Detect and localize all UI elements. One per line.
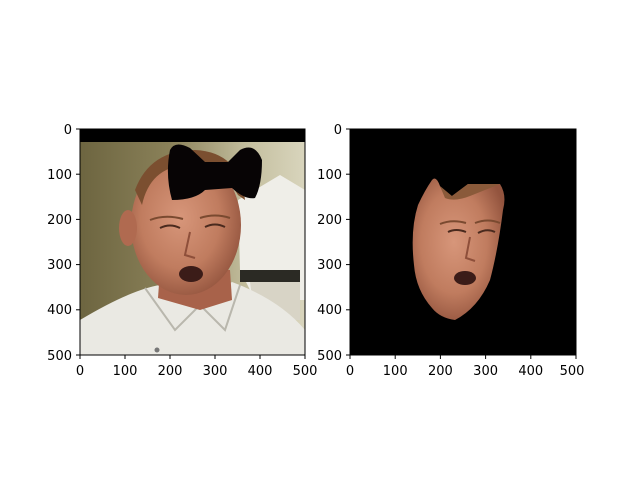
right-x-axis: 0 100 200 300 400 500 — [346, 355, 585, 379]
right-x-tick-label: 400 — [518, 364, 543, 379]
left-x-tick-label: 100 — [113, 364, 138, 379]
seg-left-brow — [439, 220, 467, 225]
left-x-axis: 0 100 200 300 400 500 — [76, 355, 318, 379]
left-eye — [159, 224, 181, 229]
left-y-tick-label: 400 — [47, 303, 72, 318]
left-y-axis: 0 100 200 300 400 500 — [47, 123, 80, 364]
mouth — [179, 266, 203, 282]
right-x-tick-label: 500 — [560, 364, 585, 379]
left-x-tick-label: 200 — [158, 364, 183, 379]
face — [131, 155, 241, 295]
left-x-tick-label: 500 — [293, 364, 318, 379]
shirt-button — [154, 347, 160, 353]
seg-right-brow — [474, 219, 501, 224]
right-y-tick-label: 500 — [317, 349, 342, 364]
segmented-face — [412, 178, 505, 320]
right-y-tick-label: 0 — [334, 123, 342, 138]
right-y-tick-label: 400 — [317, 303, 342, 318]
right-eye — [204, 223, 226, 228]
left-y-tick-label: 0 — [64, 123, 72, 138]
left-x-tick-label: 300 — [203, 364, 228, 379]
ear — [119, 210, 137, 246]
right-y-tick-label: 100 — [317, 168, 342, 183]
left-x-tick-label: 400 — [248, 364, 273, 379]
right-x-tick-label: 0 — [346, 364, 354, 379]
nose — [183, 231, 196, 259]
background-person-shirt — [238, 175, 305, 300]
left-x-tick-label: 0 — [76, 364, 84, 379]
seg-nose — [464, 236, 476, 262]
right-x-tick-label: 100 — [383, 364, 408, 379]
right-y-tick-label: 300 — [317, 258, 342, 273]
bow-tie-mask — [167, 144, 262, 200]
seg-left-eye — [447, 229, 467, 233]
seg-hairline — [440, 184, 500, 200]
right-axes-frame — [349, 128, 577, 356]
right-brow — [199, 214, 231, 219]
right-y-tick-label: 200 — [317, 213, 342, 228]
shirt — [80, 282, 305, 355]
left-y-tick-label: 500 — [47, 349, 72, 364]
top-black-band — [80, 129, 305, 142]
right-x-tick-label: 300 — [473, 364, 498, 379]
left-y-tick-label: 100 — [47, 168, 72, 183]
left-axes-frame — [79, 128, 306, 356]
left-y-tick-label: 200 — [47, 213, 72, 228]
left-brow — [149, 215, 184, 221]
left-y-tick-label: 300 — [47, 258, 72, 273]
right-y-axis: 0 100 200 300 400 500 — [317, 123, 350, 364]
background-person-belt — [240, 270, 300, 282]
left-image-panel — [80, 129, 305, 355]
seg-right-eye — [477, 229, 496, 234]
right-image-panel — [350, 129, 576, 355]
right-x-tick-label: 200 — [428, 364, 453, 379]
seg-mouth — [454, 271, 476, 285]
